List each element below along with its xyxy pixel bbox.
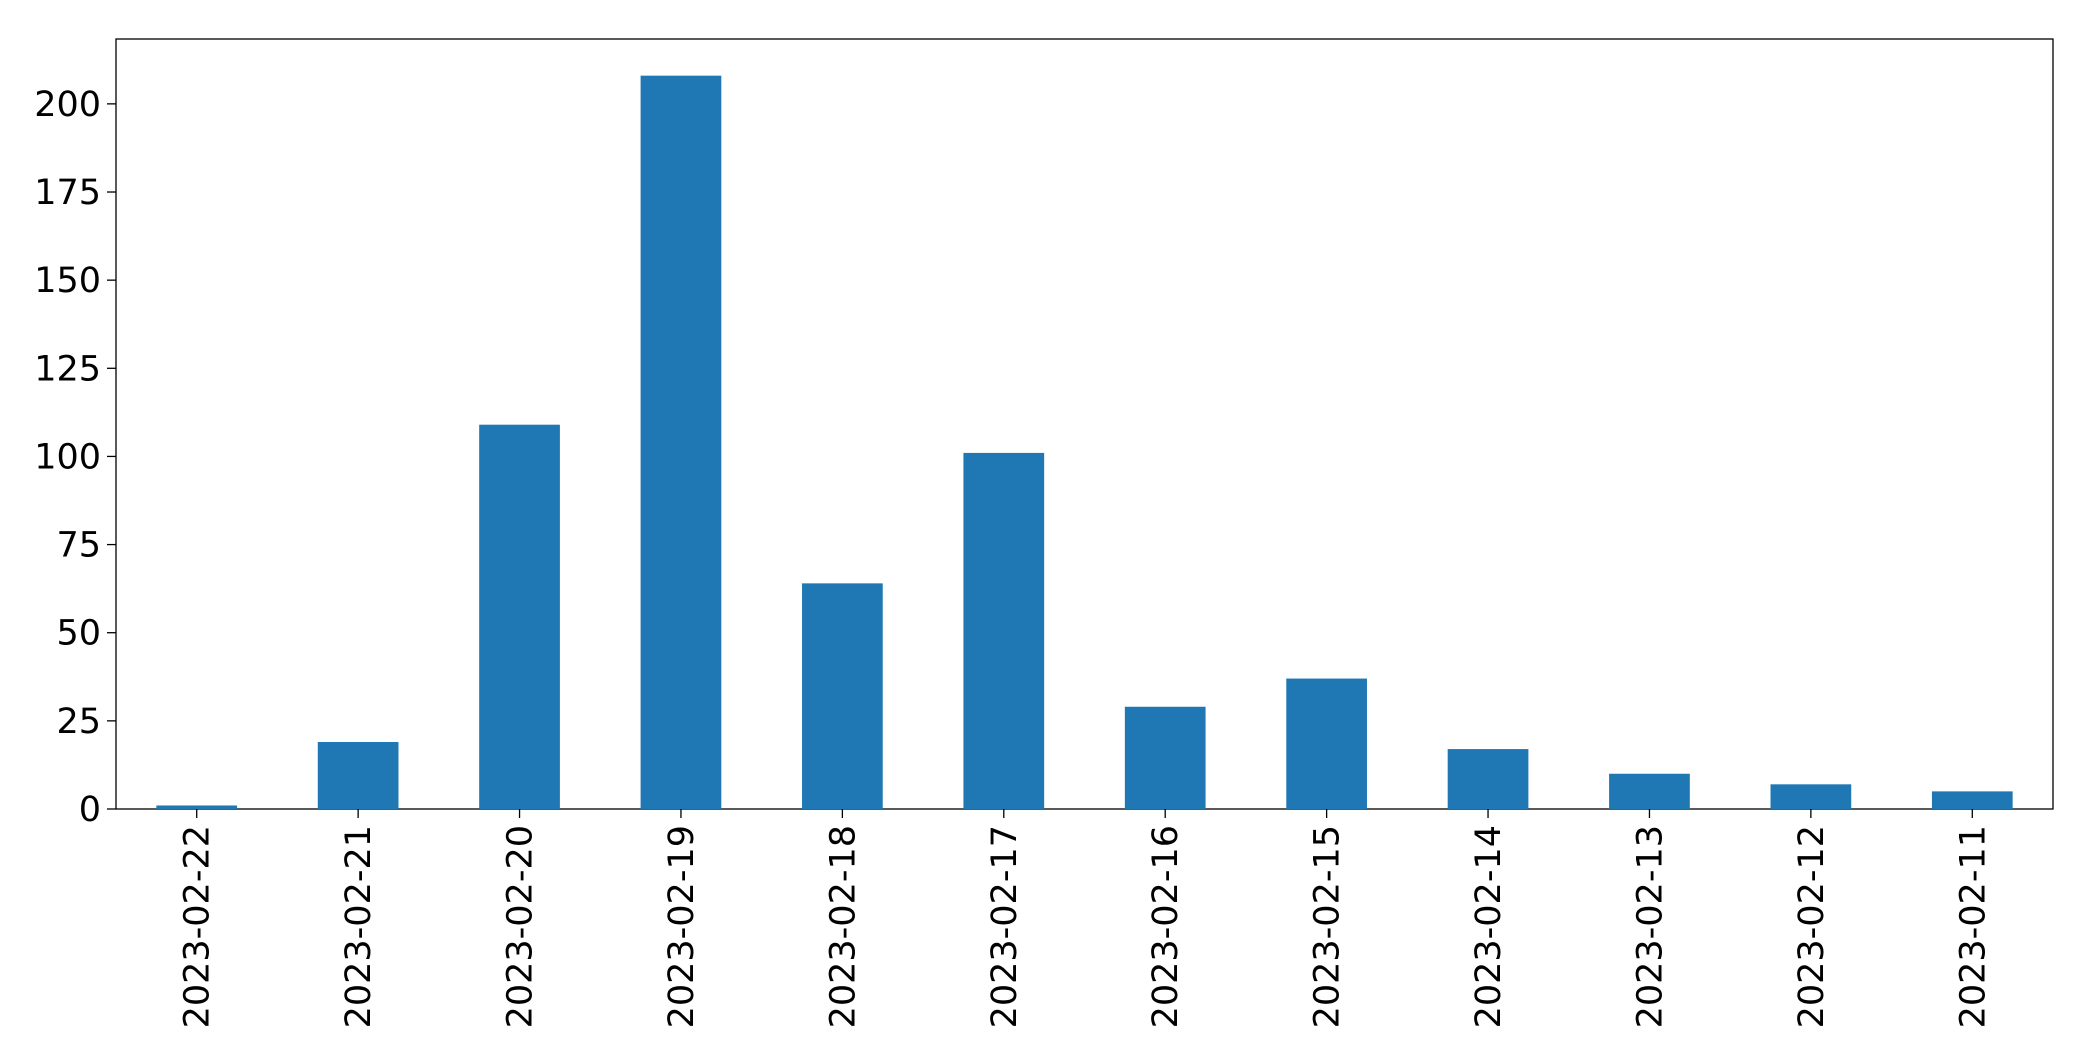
x-tick-label: 2023-02-17	[985, 825, 1025, 1028]
y-tick-label: 150	[34, 261, 101, 301]
bar	[1609, 773, 1690, 809]
bar	[156, 805, 238, 809]
bar	[802, 583, 883, 809]
bar	[1286, 678, 1367, 809]
bar	[1124, 706, 1206, 809]
y-tick-label: 50	[56, 614, 101, 654]
y-tick-label: 175	[34, 173, 101, 213]
x-tick-label: 2023-02-12	[1792, 825, 1832, 1028]
x-tick-label: 2023-02-21	[339, 825, 379, 1028]
bar	[1447, 749, 1529, 809]
bar	[1931, 791, 2013, 809]
x-tick-label: 2023-02-11	[1953, 825, 1993, 1028]
x-tick-label: 2023-02-18	[823, 825, 863, 1028]
x-tick-label: 2023-02-22	[178, 825, 218, 1028]
y-tick-label: 0	[79, 790, 101, 830]
bar	[317, 742, 399, 809]
y-tick-label: 125	[34, 349, 101, 389]
x-tick-label: 2023-02-20	[501, 825, 541, 1028]
x-tick-label: 2023-02-16	[1146, 825, 1186, 1028]
x-tick-label: 2023-02-19	[662, 825, 702, 1028]
bar	[1770, 784, 1852, 809]
y-tick-label: 75	[56, 526, 101, 566]
bar	[640, 75, 722, 809]
x-tick-label: 2023-02-14	[1469, 825, 1509, 1028]
y-tick-label: 25	[56, 702, 101, 742]
bar	[963, 452, 1045, 809]
x-tick-label: 2023-02-13	[1630, 825, 1670, 1028]
bar	[479, 424, 560, 809]
plot-frame	[115, 38, 2054, 810]
y-tick-label: 200	[34, 85, 101, 125]
y-tick-label: 100	[34, 437, 101, 477]
x-tick-label: 2023-02-15	[1308, 825, 1348, 1028]
